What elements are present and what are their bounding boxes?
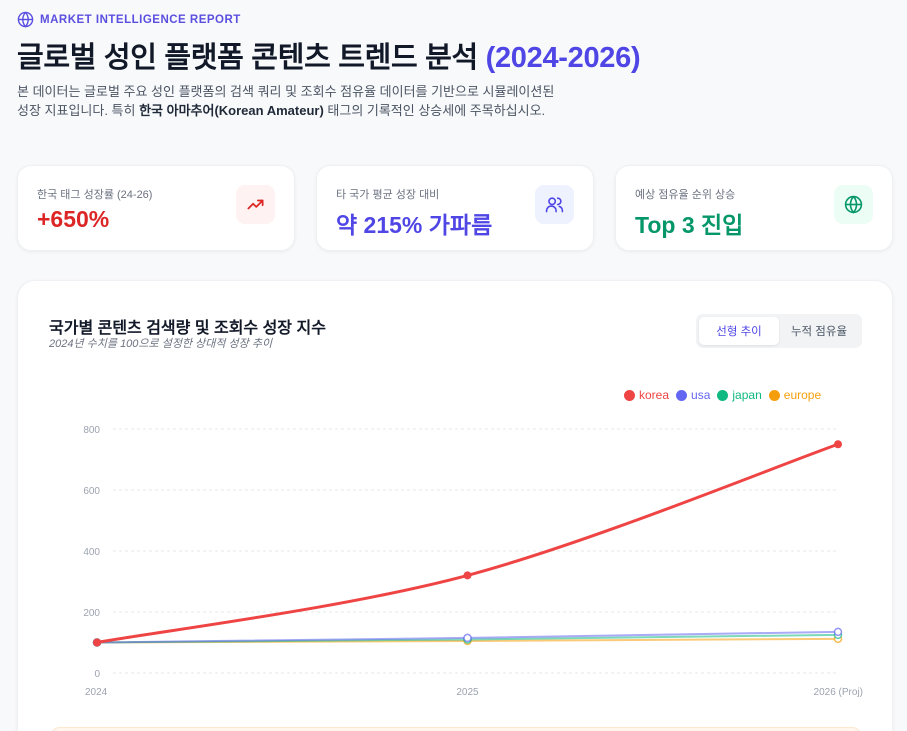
- kpi-card-relative-growth: 타 국가 평균 성장 대비 약 215% 가파름: [316, 165, 594, 251]
- svg-text:2024: 2024: [85, 687, 108, 698]
- legend-label: japan: [732, 388, 762, 402]
- legend-dot: [768, 389, 780, 401]
- legend-dot: [676, 389, 688, 401]
- kpi-card-rank: 예상 점유율 순위 상승 Top 3 진입: [615, 165, 893, 251]
- svg-text:400: 400: [83, 547, 100, 558]
- kpi-label: 타 국가 평균 성장 대비: [336, 189, 440, 201]
- kpi-value: 약 215% 가파름: [336, 212, 493, 238]
- kpi-icon-box: [236, 185, 275, 224]
- svg-text:2025: 2025: [456, 687, 479, 698]
- line-chart: 0 200 400 600 800 2024 2025 2026 (Proj): [83, 425, 863, 698]
- chart-card: 국가별 콘텐츠 검색량 및 조회수 성장 지수 2024년 수치를 100으로 …: [17, 280, 893, 731]
- page-description: 본 데이터는 글로벌 주요 성인 플랫폼의 검색 쿼리 및 조회수 점유율 데이…: [17, 82, 557, 120]
- legend-label: usa: [691, 388, 711, 402]
- svg-text:800: 800: [83, 425, 100, 436]
- legend-label: europe: [783, 388, 822, 402]
- trending-up-icon: [247, 199, 264, 210]
- toggle-cumulative-share[interactable]: 누적 점유율: [790, 326, 848, 338]
- page-title: 글로벌 성인 플랫폼 콘텐츠 트렌드 분석 (2024-2026): [17, 34, 641, 76]
- insight-note: [50, 727, 862, 731]
- chart-legend: korea usa japan europe: [624, 388, 821, 402]
- kpi-label: 예상 점유율 순위 상승: [635, 189, 736, 201]
- users-icon: [545, 197, 564, 213]
- legend-item-usa[interactable]: usa: [676, 388, 710, 402]
- chart-title: 국가별 콘텐츠 검색량 및 조회수 성장 지수: [49, 320, 326, 337]
- svg-text:0: 0: [94, 669, 100, 680]
- chart-subtitle: 2024년 수치를 100으로 설정한 상대적 성장 추이: [49, 338, 273, 350]
- kpi-icon-box: [834, 185, 873, 224]
- legend-label: korea: [639, 388, 670, 402]
- desc-text: 본 데이터는 글로벌 주요 성인 플랫폼의 검색 쿼리 및 조회수 점유율 데이…: [17, 84, 555, 118]
- title-year-range: (2024-2026): [485, 42, 641, 74]
- kpi-value: Top 3 진입: [635, 212, 744, 238]
- view-toggle: 선형 추이 누적 점유율: [696, 314, 862, 348]
- desc-text-end: 태그의 기록적인 상승세에 주목하십시오.: [323, 103, 546, 118]
- report-eyebrow: MARKET INTELLIGENCE REPORT: [17, 11, 241, 28]
- legend-item-europe[interactable]: europe: [768, 388, 822, 402]
- legend-dot: [717, 389, 729, 401]
- globe-icon: [844, 195, 863, 214]
- svg-text:200: 200: [83, 608, 100, 619]
- legend-dot: [624, 389, 635, 401]
- desc-highlight: 한국 아마추어(Korean Amateur): [139, 103, 324, 118]
- legend-item-japan[interactable]: japan: [717, 388, 762, 402]
- globe-icon: [17, 11, 34, 28]
- kpi-value: +650%: [37, 206, 110, 232]
- eyebrow-text: MARKET INTELLIGENCE REPORT: [40, 13, 241, 26]
- kpi-label: 한국 태그 성장률 (24-26): [37, 189, 153, 201]
- legend-item-korea[interactable]: korea: [624, 388, 669, 402]
- kpi-icon-box: [535, 185, 574, 224]
- kpi-card-korea-growth: 한국 태그 성장률 (24-26) +650%: [17, 165, 295, 251]
- svg-text:600: 600: [83, 486, 100, 497]
- svg-text:2026 (Proj): 2026 (Proj): [814, 687, 863, 698]
- title-main: 글로벌 성인 플랫폼 콘텐츠 트렌드 분석: [17, 42, 486, 74]
- toggle-linear-trend[interactable]: 선형 추이: [699, 317, 779, 345]
